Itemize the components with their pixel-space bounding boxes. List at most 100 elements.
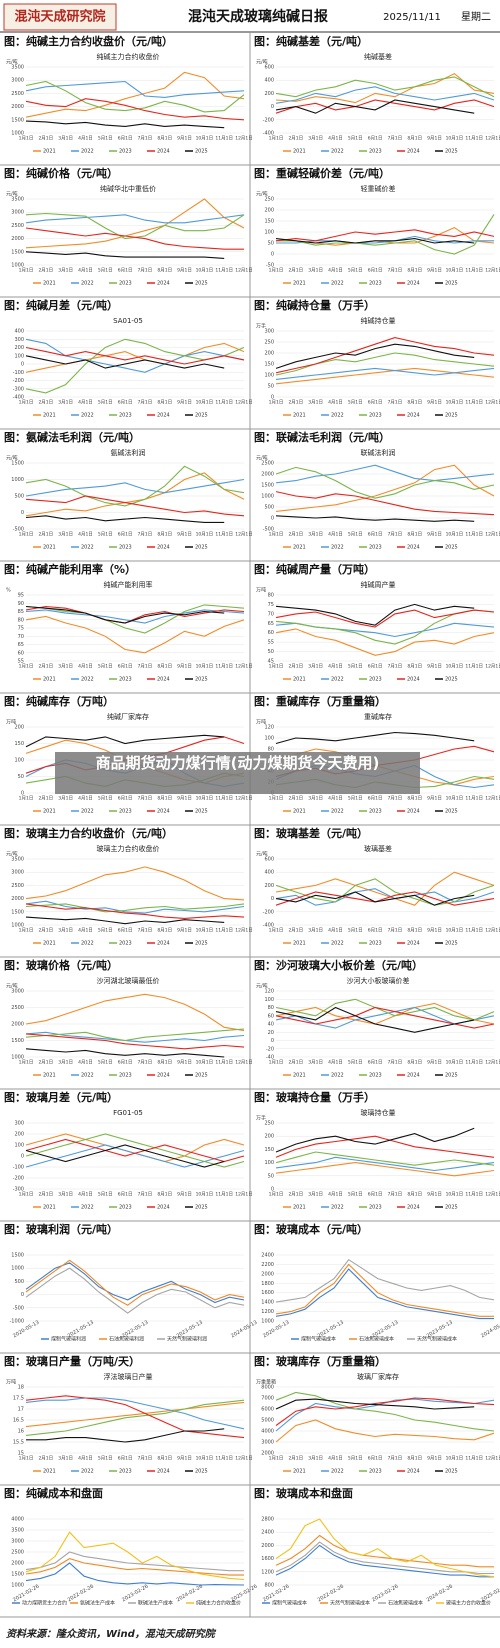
series-line [25,1267,245,1314]
x-tick-label: 6月1日 [118,1060,133,1066]
legend-label: 2023 [369,281,382,287]
x-tick-label: 3月1日 [308,136,323,142]
unit-label: 元/吨 [256,851,268,858]
legend-label: 2023 [369,545,382,551]
x-tick-label: 8月1日 [407,928,422,934]
y-tick-label: 2000 [261,1451,274,1457]
chart-title: 沙河湖北玻璃最低价 [97,976,160,985]
x-tick-label: 4月1日 [328,1456,343,1462]
series-line [25,227,244,250]
x-tick-label: 11月1日 [465,664,483,670]
series-line [25,993,245,1032]
series-line [275,515,475,522]
y-tick-label: 1500 [261,483,274,489]
y-tick-label: 100 [264,373,274,379]
x-tick-label: 4月1日 [78,532,93,538]
y-tick-label: 1000 [261,1319,274,1325]
x-tick-label: 8月1日 [407,1060,422,1066]
series-line [275,1002,495,1025]
series-line [275,1398,475,1410]
x-tick-label: 1月1日 [19,796,34,802]
x-tick-label: 1月1日 [269,136,284,142]
x-tick-label: 4月1日 [78,796,93,802]
unit-label: 万吨 [256,587,266,594]
chart-title: 重碱库存 [364,712,392,721]
y-tick-label: 70 [18,634,24,640]
x-tick-label: 5月1日 [98,796,113,802]
series-line [25,1531,245,1581]
series-line [275,1541,494,1575]
unit-label: 元/吨 [256,983,268,990]
series-line [275,466,495,499]
x-tick-label: 9月1日 [427,136,442,142]
y-tick-label: 3500 [11,857,24,863]
x-tick-label: 10月1日 [446,796,464,802]
x-tick-label: 12月1日 [485,532,500,538]
y-tick-label: 1000 [11,477,24,483]
legend-label: 2022 [81,281,94,287]
x-tick-label: 4月1日 [328,796,343,802]
y-tick-label: 200 [14,1132,24,1138]
panel-heading: 图：纯碱周产量（万吨） [254,562,375,576]
y-tick-label: 2400 [261,1253,274,1259]
legend-label: 2021 [43,281,56,287]
series-line [275,1006,475,1033]
legend-label: 2023 [369,941,382,947]
y-tick-label: 3000 [11,870,24,876]
y-tick-label: 100 [14,1143,24,1149]
y-tick-label: 1500 [11,909,24,915]
x-tick-label: 10月1日 [446,1060,464,1066]
x-tick-label: 5月1日 [348,1192,363,1198]
series-line [25,472,245,517]
panel-heading: 图：重碱轻碱价差（元/吨） [254,166,390,180]
series-line [275,491,495,516]
legend-label: 2025 [445,1205,458,1211]
series-line [275,1258,495,1303]
series-line [275,1544,494,1578]
legend-label: 2025 [195,545,208,551]
legend-label: 2023 [369,413,382,419]
panel-heading: 图：玻璃月差（元/吨） [4,1090,118,1104]
y-tick-label: 1000 [261,494,274,500]
legend-label: 2021 [43,1469,56,1475]
x-tick-label: 6月1日 [368,136,383,142]
panel-heading: 图：玻璃日产量（万吨/天） [4,1354,140,1368]
chart-title: 纯碱主力合约收盘价 [97,52,160,61]
logo-box [3,3,117,31]
chart-title: 纯碱华北中重低价 [100,184,156,193]
x-tick-label: 3月1日 [58,928,73,934]
x-tick-label: 8月1日 [157,532,172,538]
unit-label: 元/吨 [256,455,268,462]
y-tick-label: 2000 [11,1022,24,1028]
y-tick-label: 2500 [11,883,24,889]
y-tick-label: 250 [264,1121,274,1127]
y-tick-label: 200 [264,351,274,357]
x-tick-label: 5月1日 [98,400,113,406]
series-line [275,891,495,906]
unit-label: 万吨 [6,719,16,726]
x-tick-label: 9月1日 [427,664,442,670]
series-line [25,615,245,654]
x-tick-label: 11月1日 [215,1060,233,1066]
x-tick-label: 11月1日 [215,400,233,406]
x-tick-label: 10月1日 [196,136,214,142]
legend-label: 2025 [445,149,458,155]
chart-title: 联碱法利润 [361,448,396,457]
y-tick-label: 1200 [261,1569,274,1575]
legend-label: 2025 [195,809,208,815]
x-tick-label: 8月1日 [157,1456,172,1462]
legend-label: 2021 [293,677,306,683]
x-tick-label: 3月1日 [58,796,73,802]
series-line [275,367,495,385]
y-tick-label: 200 [264,91,274,97]
y-tick-label: 0 [271,896,274,902]
legend-label: 2022 [81,1073,94,1079]
y-tick-label: 75 [268,602,274,608]
x-tick-label: 1月1日 [269,664,284,670]
y-tick-label: 20 [268,1030,274,1036]
x-tick-label: 1月1日 [19,136,34,142]
x-tick-label: 5月1日 [98,1192,113,1198]
series-line [25,916,225,925]
y-tick-label: -400 [13,395,24,401]
y-tick-label: 600 [264,857,274,863]
